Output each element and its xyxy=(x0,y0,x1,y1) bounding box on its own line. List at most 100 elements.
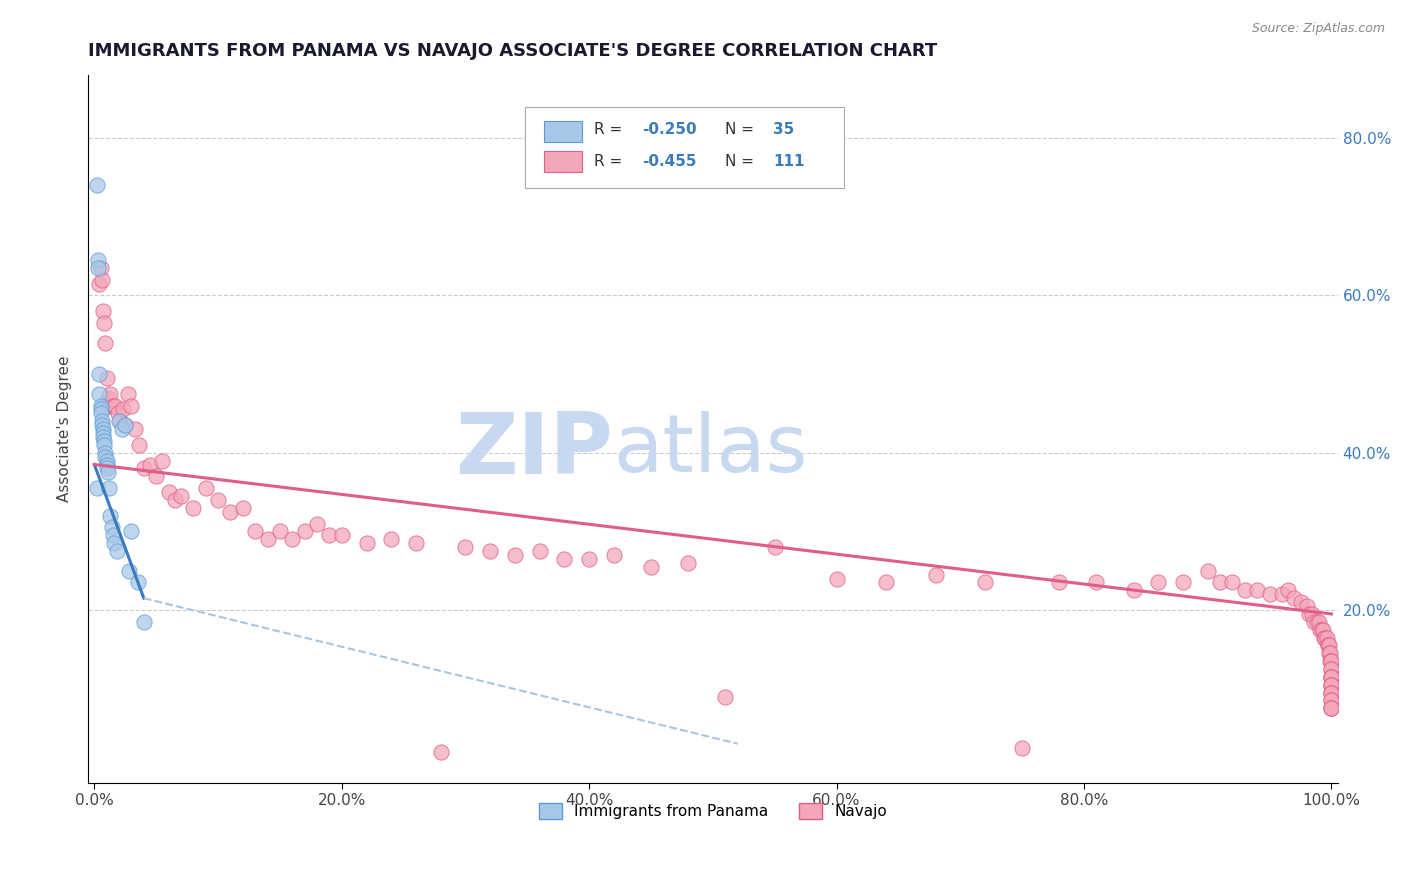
Point xyxy=(1309,623,1331,637)
FancyBboxPatch shape xyxy=(544,151,582,172)
Point xyxy=(89,402,111,417)
Point xyxy=(91,430,114,444)
Point xyxy=(89,277,111,291)
Point xyxy=(763,540,786,554)
Point xyxy=(603,548,626,562)
Point xyxy=(1320,685,1343,699)
Point xyxy=(1289,595,1312,609)
Point xyxy=(127,575,149,590)
Point xyxy=(90,273,112,287)
Point xyxy=(1320,693,1343,707)
Point xyxy=(1320,701,1343,715)
Point xyxy=(1047,575,1070,590)
Point xyxy=(93,434,115,448)
Point xyxy=(100,508,122,523)
Point xyxy=(94,446,117,460)
Point xyxy=(1320,654,1343,668)
Point xyxy=(1284,591,1306,606)
Point xyxy=(578,552,600,566)
Point xyxy=(157,485,180,500)
Point xyxy=(1305,615,1327,629)
Point xyxy=(89,367,111,381)
Point xyxy=(305,516,328,531)
Point xyxy=(96,461,118,475)
Text: R =: R = xyxy=(595,154,627,169)
Point xyxy=(1233,583,1256,598)
Point xyxy=(875,575,897,590)
Point xyxy=(96,458,118,472)
Point xyxy=(120,524,142,539)
Point xyxy=(1271,587,1294,601)
Point xyxy=(924,567,946,582)
Point xyxy=(103,536,125,550)
Point xyxy=(1197,564,1219,578)
Point xyxy=(117,386,139,401)
Point xyxy=(89,386,111,401)
Point xyxy=(128,438,150,452)
Point xyxy=(1320,670,1343,684)
Point xyxy=(114,418,136,433)
Text: 111: 111 xyxy=(773,154,804,169)
Point xyxy=(294,524,316,539)
Point xyxy=(93,438,115,452)
Point xyxy=(1315,631,1337,645)
Point xyxy=(330,528,353,542)
Point xyxy=(145,469,167,483)
Point xyxy=(1320,654,1343,668)
Point xyxy=(1320,701,1343,715)
Point xyxy=(96,453,118,467)
Point xyxy=(640,559,662,574)
Point xyxy=(1313,631,1336,645)
Point xyxy=(1320,685,1343,699)
Point xyxy=(94,335,117,350)
Point xyxy=(1320,662,1343,676)
Point xyxy=(207,492,229,507)
Point xyxy=(529,544,551,558)
Point xyxy=(101,528,124,542)
Point xyxy=(139,458,162,472)
Point xyxy=(120,399,142,413)
Point xyxy=(94,450,117,464)
Text: R =: R = xyxy=(595,122,627,137)
Point xyxy=(89,399,111,413)
Legend: Immigrants from Panama, Navajo: Immigrants from Panama, Navajo xyxy=(533,797,893,825)
Point xyxy=(91,304,114,318)
Point xyxy=(1320,693,1343,707)
Point xyxy=(454,540,477,554)
Y-axis label: Associate's Degree: Associate's Degree xyxy=(58,356,72,502)
Point xyxy=(1319,646,1341,660)
Point xyxy=(479,544,502,558)
Point xyxy=(1320,678,1343,692)
Point xyxy=(1258,587,1281,601)
Point xyxy=(1310,623,1333,637)
Point xyxy=(1301,607,1323,621)
Point xyxy=(86,178,108,193)
Point xyxy=(1246,583,1268,598)
Text: atlas: atlas xyxy=(613,411,807,490)
Text: 35: 35 xyxy=(773,122,794,137)
Point xyxy=(356,536,378,550)
Point xyxy=(429,745,451,759)
Text: -0.250: -0.250 xyxy=(641,122,696,137)
Point xyxy=(676,556,699,570)
Point xyxy=(98,481,121,495)
Point xyxy=(1315,631,1337,645)
Text: N =: N = xyxy=(725,122,759,137)
Point xyxy=(107,406,129,420)
Point xyxy=(232,500,254,515)
Point xyxy=(281,533,304,547)
Point xyxy=(1308,615,1330,629)
Point xyxy=(150,453,173,467)
Point xyxy=(1317,639,1340,653)
Point xyxy=(1320,670,1343,684)
Point xyxy=(269,524,291,539)
Point xyxy=(1011,740,1033,755)
Point xyxy=(111,402,134,417)
Point xyxy=(91,422,114,436)
Point xyxy=(163,492,186,507)
Point xyxy=(405,536,427,550)
Point xyxy=(132,615,155,629)
Point xyxy=(93,316,115,330)
Point xyxy=(1277,583,1299,598)
Point xyxy=(1316,639,1339,653)
